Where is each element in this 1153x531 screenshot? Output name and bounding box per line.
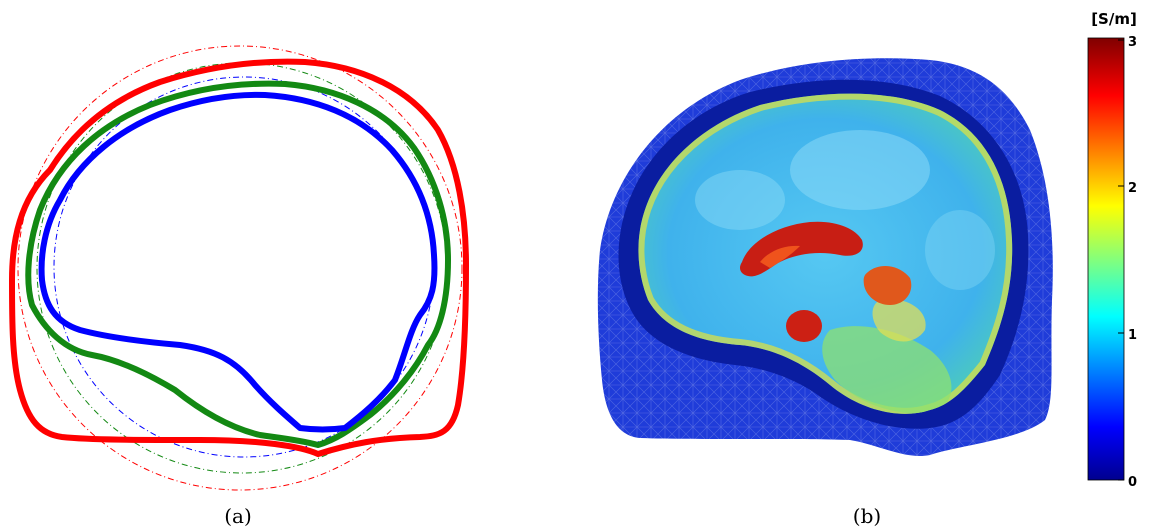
ventricle-warm	[863, 266, 912, 305]
colorbar: [S/m] 0 1 2 3	[1087, 10, 1137, 490]
blue-contour	[38, 91, 438, 433]
colorbar-ticks	[1118, 39, 1124, 481]
green-contour	[25, 80, 451, 448]
panel-a	[9, 45, 469, 491]
colorbar-gradient	[1087, 37, 1125, 481]
red-contour	[9, 58, 469, 457]
hot-spot-lower	[786, 310, 822, 342]
colorbar-tick-3: 3	[1128, 35, 1137, 50]
colorbar-tick-1: 1	[1128, 328, 1137, 343]
red-dashed-circle	[17, 45, 463, 491]
green-dashed-circle	[36, 62, 448, 474]
colorbar-unit: [S/m]	[1091, 10, 1137, 28]
colorbar-tick-0: 0	[1128, 475, 1137, 490]
panel-b	[597, 58, 1053, 457]
caption-b: (b)	[853, 504, 881, 528]
colorbar-tick-2: 2	[1128, 181, 1137, 196]
caption-a: (a)	[224, 504, 252, 528]
